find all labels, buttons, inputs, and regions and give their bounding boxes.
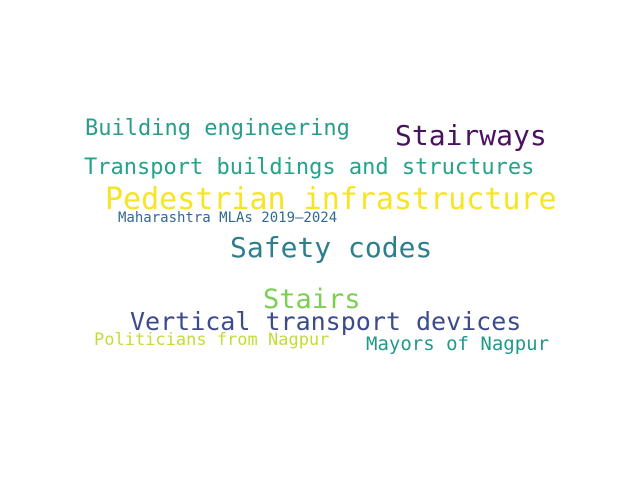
word-building-engineering: Building engineering <box>85 116 350 141</box>
word-stairways: Stairways <box>395 119 547 152</box>
word-maharashtra-mlas: Maharashtra MLAs 2019–2024 <box>118 210 338 226</box>
word-pedestrian-infrastructure: Pedestrian infrastructure <box>105 182 557 217</box>
word-safety-codes: Safety codes <box>230 231 433 264</box>
word-transport-buildings-and-structures: Transport buildings and structures <box>84 155 535 180</box>
word-mayors-of-nagpur: Mayors of Nagpur <box>366 333 550 355</box>
word-politicians-from-nagpur: Politicians from Nagpur <box>94 330 330 350</box>
word-stairs: Stairs <box>263 284 361 315</box>
word-vertical-transport-devices: Vertical transport devices <box>130 307 522 336</box>
